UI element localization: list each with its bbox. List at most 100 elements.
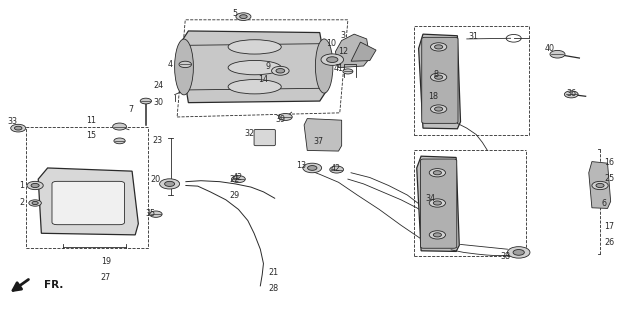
- Text: 10: 10: [326, 39, 336, 48]
- Text: 16: 16: [604, 158, 614, 167]
- Text: 4: 4: [168, 60, 172, 69]
- Circle shape: [327, 57, 338, 62]
- Text: 38: 38: [500, 252, 510, 261]
- Text: 1: 1: [19, 181, 24, 190]
- Text: 24: 24: [153, 81, 164, 90]
- Text: FR.: FR.: [45, 280, 64, 291]
- Text: 42: 42: [232, 173, 242, 182]
- Circle shape: [596, 183, 604, 188]
- Circle shape: [435, 107, 443, 111]
- Ellipse shape: [228, 60, 282, 75]
- Circle shape: [308, 165, 317, 170]
- Polygon shape: [335, 34, 370, 68]
- Text: 15: 15: [86, 131, 96, 140]
- Circle shape: [429, 231, 446, 239]
- Circle shape: [550, 50, 565, 58]
- Circle shape: [433, 233, 441, 237]
- Circle shape: [11, 124, 26, 132]
- Circle shape: [431, 43, 447, 51]
- Text: 18: 18: [429, 92, 439, 101]
- Ellipse shape: [54, 182, 123, 224]
- FancyBboxPatch shape: [254, 129, 275, 146]
- Circle shape: [435, 45, 443, 49]
- Circle shape: [27, 181, 43, 190]
- Circle shape: [507, 247, 530, 258]
- Polygon shape: [179, 31, 329, 103]
- Circle shape: [429, 169, 446, 177]
- Circle shape: [240, 15, 247, 19]
- Circle shape: [429, 199, 446, 207]
- Text: 28: 28: [268, 284, 278, 293]
- Circle shape: [564, 91, 578, 98]
- Circle shape: [276, 68, 285, 73]
- Text: 12: 12: [338, 46, 348, 56]
- Text: 25: 25: [604, 174, 614, 183]
- Text: 36: 36: [567, 89, 577, 98]
- Circle shape: [271, 66, 289, 75]
- FancyBboxPatch shape: [52, 181, 125, 225]
- Text: 20: 20: [150, 175, 161, 184]
- Circle shape: [321, 54, 344, 65]
- Text: 35: 35: [145, 209, 156, 218]
- Circle shape: [343, 69, 353, 74]
- Circle shape: [433, 171, 441, 175]
- Text: 5: 5: [233, 9, 238, 18]
- Text: 9: 9: [266, 62, 271, 71]
- Text: 31: 31: [468, 32, 478, 41]
- Text: 42: 42: [331, 164, 341, 173]
- Text: 13: 13: [296, 161, 306, 170]
- Circle shape: [433, 201, 441, 205]
- Circle shape: [114, 138, 125, 144]
- Circle shape: [179, 61, 191, 68]
- Circle shape: [113, 123, 127, 130]
- Text: 23: 23: [152, 136, 162, 145]
- Text: 17: 17: [604, 222, 614, 231]
- Polygon shape: [419, 34, 460, 129]
- Text: 29: 29: [229, 190, 240, 200]
- Circle shape: [150, 211, 162, 217]
- Circle shape: [592, 181, 608, 190]
- Text: 41: 41: [334, 64, 344, 73]
- Text: 6: 6: [601, 198, 606, 207]
- Circle shape: [431, 105, 447, 113]
- Circle shape: [435, 75, 443, 79]
- Circle shape: [14, 126, 22, 130]
- Text: 19: 19: [101, 257, 111, 266]
- Ellipse shape: [315, 39, 333, 93]
- Polygon shape: [351, 42, 376, 61]
- Circle shape: [303, 163, 322, 173]
- Text: 8: 8: [434, 70, 439, 79]
- Text: 3: 3: [340, 31, 345, 40]
- Circle shape: [513, 250, 524, 255]
- Text: 30: 30: [154, 98, 164, 107]
- Circle shape: [431, 73, 447, 81]
- FancyBboxPatch shape: [421, 159, 456, 248]
- Circle shape: [330, 166, 344, 173]
- Ellipse shape: [228, 40, 282, 54]
- Circle shape: [165, 181, 174, 187]
- Bar: [26, 126, 148, 248]
- Bar: [414, 26, 529, 134]
- FancyBboxPatch shape: [422, 37, 458, 123]
- Text: 26: 26: [604, 238, 614, 247]
- Circle shape: [160, 179, 179, 189]
- Text: 14: 14: [258, 75, 268, 84]
- Polygon shape: [304, 119, 342, 151]
- Circle shape: [140, 98, 152, 104]
- Text: 22: 22: [229, 175, 240, 184]
- Text: 33: 33: [7, 117, 17, 126]
- Circle shape: [278, 114, 292, 121]
- Polygon shape: [417, 156, 459, 252]
- Polygon shape: [589, 162, 611, 208]
- Text: 32: 32: [244, 129, 254, 138]
- Circle shape: [32, 201, 38, 204]
- Text: 2: 2: [19, 197, 24, 206]
- Text: 21: 21: [268, 268, 278, 277]
- Polygon shape: [38, 168, 139, 235]
- Ellipse shape: [174, 39, 193, 95]
- Text: 11: 11: [86, 116, 96, 125]
- Text: 37: 37: [314, 137, 324, 146]
- Circle shape: [231, 176, 245, 183]
- Text: 34: 34: [426, 194, 436, 204]
- Text: 7: 7: [128, 105, 134, 114]
